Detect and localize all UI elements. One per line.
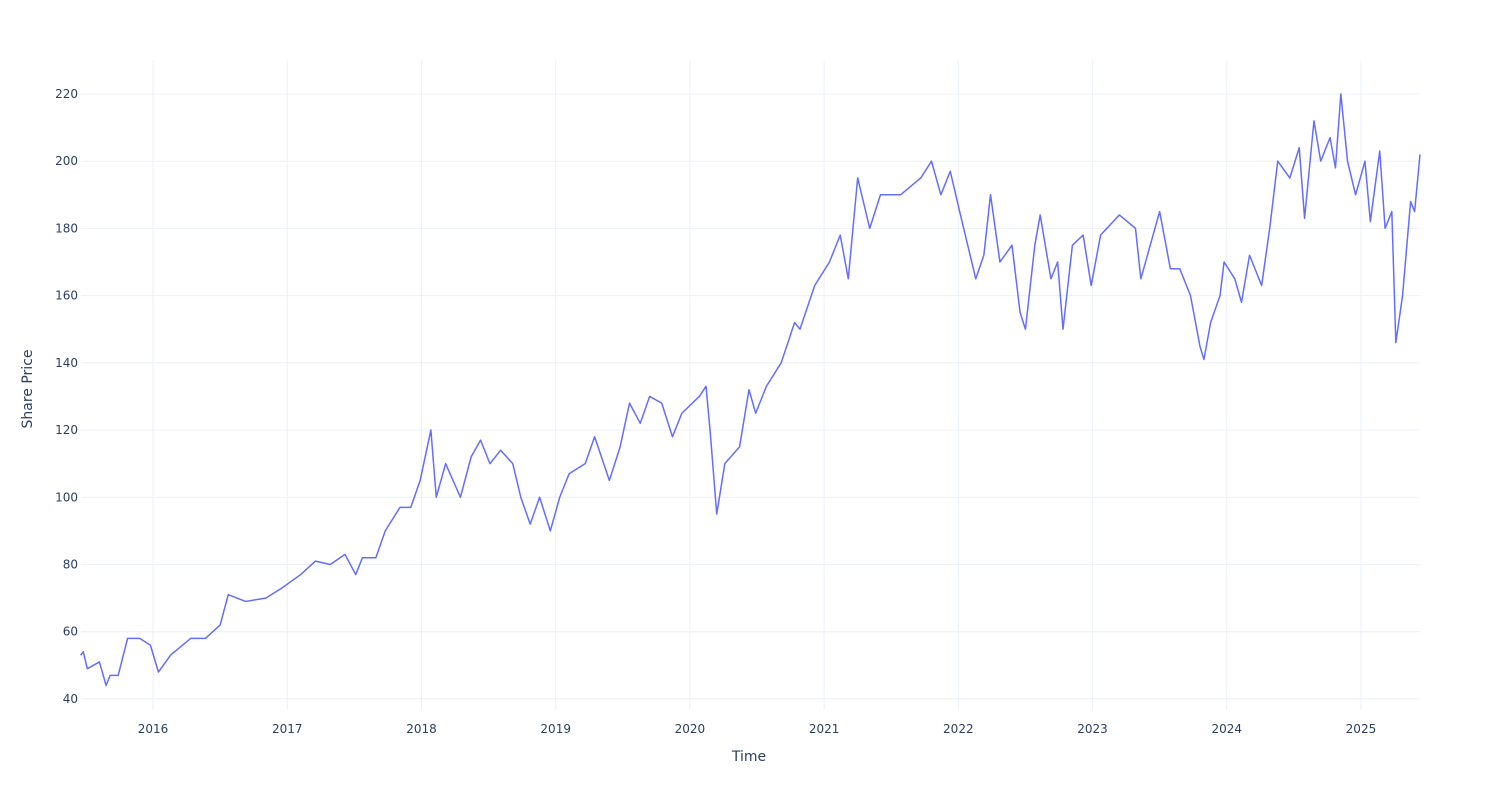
x-tick-label: 2020 xyxy=(675,722,706,736)
y-tick-label: 100 xyxy=(55,490,78,504)
y-tick-label: 160 xyxy=(55,289,78,303)
x-tick-label: 2023 xyxy=(1077,722,1108,736)
x-tick-label: 2025 xyxy=(1346,722,1377,736)
y-tick-label: 80 xyxy=(63,557,78,571)
y-tick-label: 180 xyxy=(55,221,78,235)
y-tick-label: 120 xyxy=(55,423,78,437)
x-tick-label: 2022 xyxy=(943,722,974,736)
x-tick-label: 2024 xyxy=(1211,722,1242,736)
y-tick-label: 140 xyxy=(55,356,78,370)
y-tick-label: 60 xyxy=(63,625,78,639)
y-tick-label: 200 xyxy=(55,154,78,168)
x-tick-label: 2016 xyxy=(138,722,169,736)
y-tick-label: 40 xyxy=(63,692,78,706)
x-tick-label: 2021 xyxy=(809,722,840,736)
x-tick-label: 2017 xyxy=(272,722,303,736)
y-axis-title: Share Price xyxy=(20,349,36,428)
price-line xyxy=(80,93,1421,687)
x-tick-label: 2019 xyxy=(540,722,571,736)
x-axis-title: Time xyxy=(731,749,766,765)
x-tick-label: 2018 xyxy=(406,722,437,736)
y-tick-label: 220 xyxy=(55,87,78,101)
